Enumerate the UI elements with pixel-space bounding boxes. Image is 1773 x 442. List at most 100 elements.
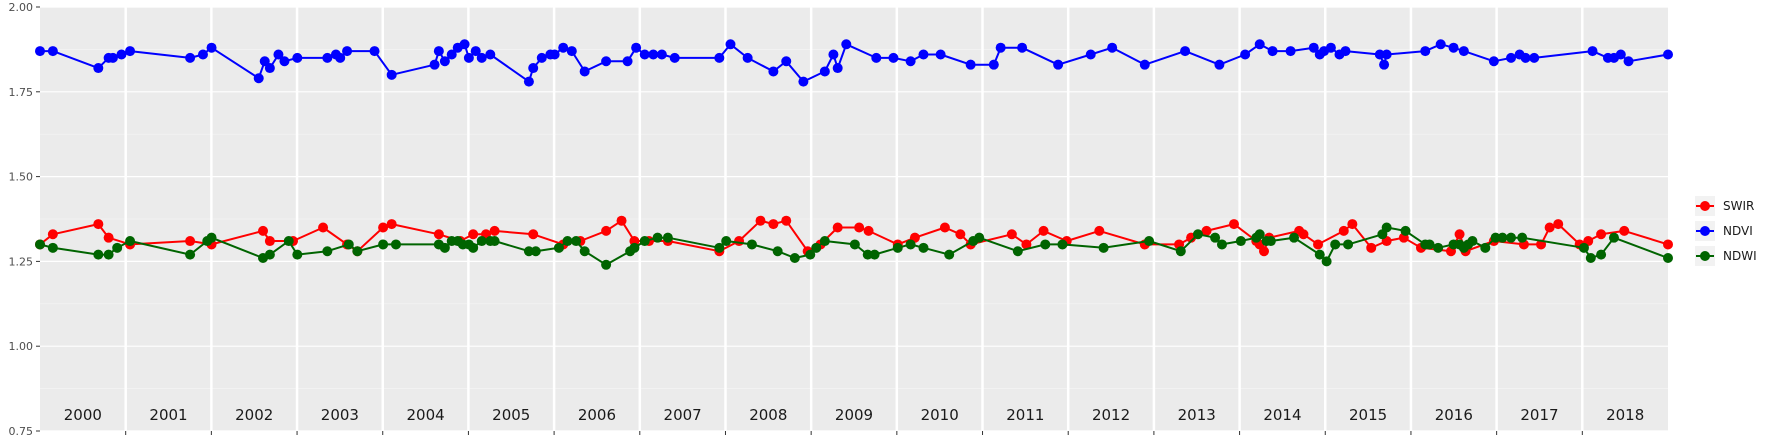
swir-point bbox=[781, 215, 792, 226]
ndvi-point bbox=[470, 46, 481, 57]
ndwi-point bbox=[869, 249, 880, 260]
year-label: 2012 bbox=[1092, 406, 1130, 424]
ndwi-point bbox=[1578, 242, 1589, 253]
ndvi-point bbox=[463, 52, 474, 63]
ndwi-point bbox=[1289, 232, 1300, 243]
ndvi-point bbox=[1448, 42, 1459, 53]
ndwi-point bbox=[714, 242, 725, 253]
series-ndvi bbox=[35, 39, 1673, 87]
ndwi-point bbox=[1210, 232, 1221, 243]
ndwi-point bbox=[1608, 232, 1619, 243]
ndwi-point bbox=[1216, 239, 1227, 250]
ndwi-point bbox=[721, 236, 732, 247]
ndwi-point bbox=[1497, 232, 1508, 243]
x-axis bbox=[125, 431, 1583, 435]
ndwi-point bbox=[468, 242, 479, 253]
ndwi-point bbox=[390, 239, 401, 250]
ndvi-point bbox=[714, 52, 725, 63]
ndwi-point bbox=[662, 232, 673, 243]
ndvi-point bbox=[1180, 46, 1191, 57]
ndwi-point bbox=[1585, 253, 1596, 264]
year-separators bbox=[124, 7, 1584, 431]
ndwi-point bbox=[1490, 232, 1501, 243]
y-tick-label: 1.25 bbox=[9, 255, 34, 268]
swir-point bbox=[616, 215, 627, 226]
ndwi-point bbox=[1192, 229, 1203, 240]
swir-point bbox=[1544, 222, 1555, 233]
swir-point bbox=[1454, 229, 1465, 240]
legend-item-swir: SWIR bbox=[1695, 196, 1754, 216]
swir-point bbox=[755, 215, 766, 226]
ndwi-point bbox=[476, 236, 487, 247]
ndvi-point bbox=[1017, 42, 1028, 53]
ndvi-point bbox=[125, 46, 136, 57]
ndwi-point bbox=[1506, 232, 1517, 243]
ndvi-point bbox=[264, 63, 275, 74]
ndvi-point bbox=[433, 46, 444, 57]
swir-point bbox=[1313, 239, 1324, 250]
swir-point bbox=[1338, 225, 1349, 236]
swir-point bbox=[258, 225, 269, 236]
ndwi-point bbox=[1517, 232, 1528, 243]
ndwi-point bbox=[639, 236, 650, 247]
ndvi-point bbox=[369, 46, 380, 57]
ndwi-point bbox=[530, 246, 541, 257]
ndwi-point bbox=[489, 236, 500, 247]
year-labels: 2000 2001 2002 2003 2004 2005 2006 2007 2008 2009… bbox=[64, 406, 1645, 424]
ndvi-point bbox=[819, 66, 830, 77]
ndvi-point bbox=[1107, 42, 1118, 53]
ndwi-point bbox=[206, 232, 217, 243]
ndvi-point bbox=[1285, 46, 1296, 57]
year-label: 2002 bbox=[235, 406, 273, 424]
ndvi-point bbox=[259, 56, 270, 67]
y-tick-label: 1.00 bbox=[9, 340, 34, 353]
ndvi-point bbox=[273, 49, 284, 60]
ndvi-point bbox=[386, 69, 397, 80]
ndwi-point bbox=[1596, 249, 1607, 260]
ndwi-point bbox=[1480, 242, 1491, 253]
ndvi-point bbox=[1506, 52, 1517, 63]
ndwi-point bbox=[322, 246, 333, 257]
ndvi-point bbox=[253, 73, 264, 84]
year-label: 2017 bbox=[1520, 406, 1558, 424]
ndvi-point bbox=[781, 56, 792, 67]
ndvi-point bbox=[1085, 49, 1096, 60]
ndvi-point bbox=[279, 56, 290, 67]
ndwi-point bbox=[1330, 239, 1341, 250]
ndwi-point bbox=[1433, 242, 1444, 253]
ndwi-point bbox=[892, 242, 903, 253]
year-label: 2016 bbox=[1435, 406, 1473, 424]
ndwi-point bbox=[849, 239, 860, 250]
legend-item-ndwi: NDWI bbox=[1695, 246, 1757, 266]
ndwi-point bbox=[944, 249, 955, 260]
ndwi-point bbox=[1343, 239, 1354, 250]
ndvi-point bbox=[965, 59, 976, 70]
ndwi-point bbox=[571, 236, 582, 247]
ndvi-point bbox=[292, 52, 303, 63]
ndwi-point bbox=[805, 249, 816, 260]
ndvi-point bbox=[742, 52, 753, 63]
ndvi-point bbox=[206, 42, 217, 53]
ndwi-point bbox=[35, 239, 45, 250]
year-label: 2006 bbox=[578, 406, 616, 424]
ndvi-point bbox=[622, 56, 633, 67]
ndvi-point bbox=[841, 39, 852, 50]
swir-point bbox=[1259, 246, 1270, 257]
swir-point bbox=[1366, 242, 1377, 253]
swir-point bbox=[378, 222, 389, 233]
ndvi-point bbox=[918, 49, 929, 60]
ndvi-point bbox=[905, 56, 916, 67]
ndvi-point bbox=[579, 66, 590, 77]
y-tick-label: 2.00 bbox=[9, 1, 34, 14]
year-label: 2011 bbox=[1006, 406, 1044, 424]
series-layer bbox=[35, 39, 1673, 270]
ndwi-point bbox=[1098, 242, 1109, 253]
ndwi-point bbox=[652, 232, 663, 243]
ndvi-point bbox=[725, 39, 736, 50]
swir-point bbox=[1596, 229, 1607, 240]
swir-point bbox=[601, 225, 612, 236]
swir-point bbox=[386, 219, 397, 230]
legend-item-ndvi: NDVI bbox=[1695, 221, 1753, 241]
ndwi-point bbox=[185, 249, 196, 260]
swir-point bbox=[489, 225, 500, 236]
